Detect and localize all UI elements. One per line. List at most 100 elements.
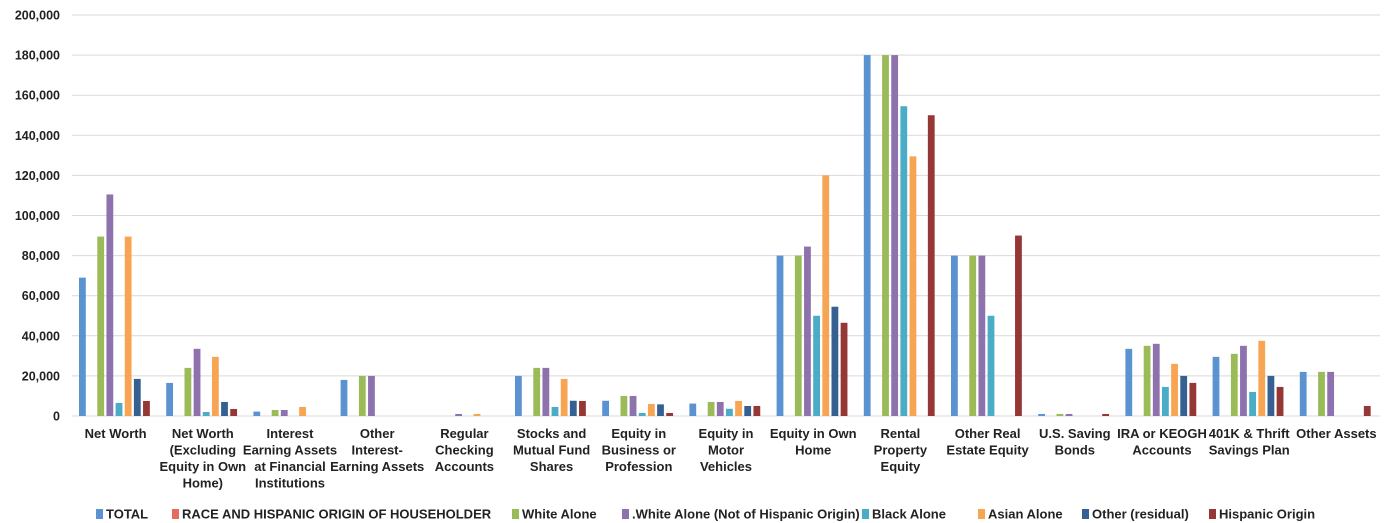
bar bbox=[211, 356, 219, 416]
legend-label: White Alone bbox=[522, 507, 597, 522]
legend-swatch bbox=[622, 509, 629, 519]
x-category-label: Net Worth bbox=[85, 426, 147, 441]
legend-label: Other (residual) bbox=[1092, 507, 1189, 522]
legend-label: Black Alone bbox=[872, 507, 946, 522]
bar bbox=[707, 401, 715, 416]
bar bbox=[1056, 413, 1064, 416]
bar bbox=[184, 367, 192, 416]
bar bbox=[620, 395, 628, 416]
bar bbox=[1327, 371, 1335, 416]
bar bbox=[1212, 356, 1220, 416]
bar bbox=[97, 236, 105, 416]
x-axis-categories: Net Worth Net Worth (Excluding Equity in Ow… bbox=[85, 426, 1377, 491]
bar bbox=[1065, 413, 1073, 416]
x-category-label: Other Assets bbox=[1296, 426, 1376, 441]
bar bbox=[822, 175, 830, 416]
y-tick-label: 20,000 bbox=[22, 369, 60, 383]
bar bbox=[106, 194, 114, 416]
legend-label: Hispanic Origin bbox=[1219, 507, 1315, 522]
bar bbox=[473, 413, 481, 416]
bar bbox=[602, 400, 609, 416]
bar bbox=[1363, 405, 1371, 416]
y-tick-label: 140,000 bbox=[15, 129, 60, 143]
bar bbox=[124, 236, 132, 416]
legend-swatch bbox=[96, 509, 103, 519]
bar bbox=[629, 395, 637, 416]
bar bbox=[1038, 413, 1045, 416]
bar bbox=[143, 400, 150, 416]
bar bbox=[533, 367, 541, 416]
bar bbox=[900, 106, 908, 416]
bar bbox=[969, 255, 977, 416]
bar bbox=[1189, 382, 1197, 416]
legend-swatch bbox=[1209, 509, 1216, 519]
bar bbox=[253, 411, 261, 416]
bar bbox=[951, 255, 958, 416]
legend-swatch bbox=[512, 509, 519, 519]
bar bbox=[455, 413, 463, 416]
legend-swatch bbox=[1082, 509, 1089, 519]
bar bbox=[193, 348, 201, 416]
bar bbox=[657, 404, 664, 416]
bar bbox=[569, 400, 577, 416]
legend-swatch bbox=[862, 509, 869, 519]
bar bbox=[1162, 386, 1169, 416]
bar bbox=[927, 115, 935, 416]
bar bbox=[358, 375, 366, 416]
y-tick-label: 60,000 bbox=[22, 289, 60, 303]
bar bbox=[299, 406, 306, 416]
bar bbox=[368, 375, 375, 416]
gridlines bbox=[72, 14, 1380, 417]
bars bbox=[79, 55, 1371, 417]
bar bbox=[340, 379, 348, 416]
y-tick-label: 200,000 bbox=[15, 9, 60, 23]
bar bbox=[1125, 348, 1133, 416]
bar bbox=[1015, 235, 1022, 416]
x-category-label: U.S. Saving Bonds bbox=[1039, 426, 1111, 458]
bar bbox=[776, 255, 784, 416]
bar bbox=[831, 306, 839, 416]
bar bbox=[1299, 371, 1307, 416]
bar bbox=[647, 403, 655, 416]
bar bbox=[271, 409, 279, 416]
bar bbox=[891, 55, 899, 416]
x-category-label: 401K & Thrift Savings Plan bbox=[1209, 426, 1291, 458]
y-tick-label: 100,000 bbox=[15, 209, 60, 223]
bar bbox=[863, 55, 871, 416]
x-category-label: IRA or KEOGH Accounts bbox=[1117, 426, 1207, 458]
bar bbox=[1152, 343, 1160, 416]
bar bbox=[579, 400, 586, 416]
bar bbox=[1230, 353, 1238, 416]
legend-label: RACE AND HISPANIC ORIGIN OF HOUSEHOLDER bbox=[182, 507, 492, 522]
x-category-label: Rental Property Equity bbox=[874, 426, 928, 474]
bar bbox=[79, 277, 86, 416]
bar bbox=[166, 382, 173, 416]
bar bbox=[542, 367, 550, 416]
y-axis-ticks: 0 20,000 40,000 60,000 80,000 100,000 120,000 1… bbox=[15, 9, 60, 424]
bar bbox=[1318, 371, 1325, 416]
x-category-label: Equity in Business or Profession bbox=[602, 426, 676, 474]
x-category-label: Other Interest-Earning Assets bbox=[330, 426, 424, 474]
y-tick-label: 40,000 bbox=[22, 329, 60, 343]
bar bbox=[909, 156, 917, 417]
bar bbox=[1143, 345, 1151, 416]
bar bbox=[515, 375, 522, 416]
legend-label: TOTAL bbox=[106, 507, 148, 522]
x-category-label: Interest Earning Assets at Financial Instit… bbox=[243, 426, 337, 491]
bar bbox=[813, 315, 820, 416]
bar bbox=[638, 412, 646, 416]
bar bbox=[744, 405, 752, 416]
legend-swatch bbox=[978, 509, 985, 519]
bar bbox=[753, 405, 761, 416]
legend-swatch bbox=[172, 509, 179, 519]
x-category-label: Equity in Own Home bbox=[770, 426, 857, 458]
bar bbox=[726, 408, 733, 416]
bar bbox=[1171, 363, 1178, 416]
legend-label: Asian Alone bbox=[988, 507, 1063, 522]
bar bbox=[551, 406, 559, 416]
bar bbox=[133, 378, 141, 416]
bar bbox=[221, 401, 228, 416]
bar bbox=[794, 255, 802, 416]
bar bbox=[202, 411, 210, 416]
